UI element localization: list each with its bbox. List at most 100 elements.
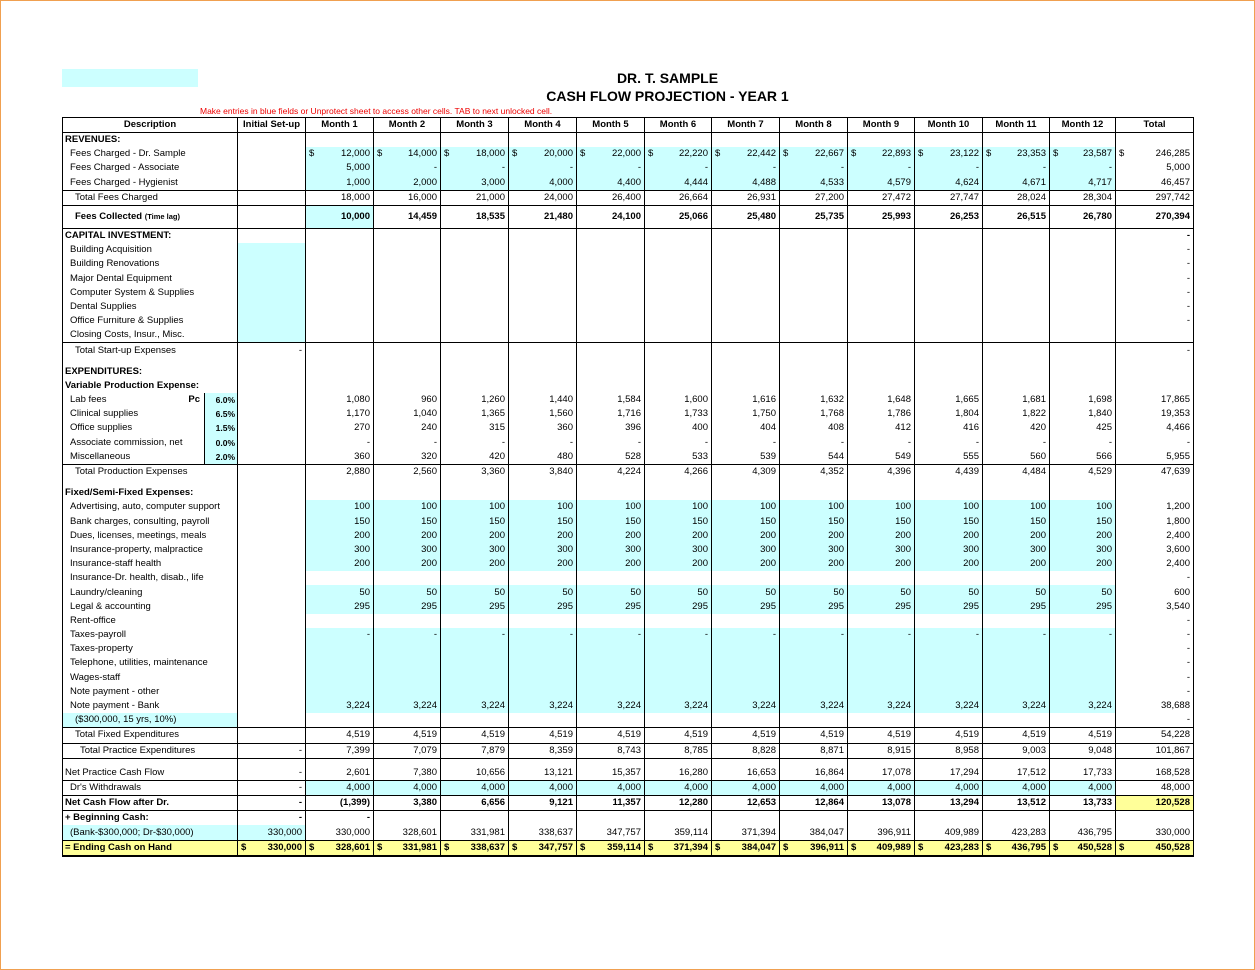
month-cell[interactable]: 1,000	[305, 175, 374, 191]
month-cell[interactable]: -	[576, 628, 645, 643]
month-cell[interactable]: 200	[982, 557, 1050, 572]
month-cell[interactable]: 200	[305, 528, 374, 543]
month-cell[interactable]	[440, 670, 509, 685]
month-cell[interactable]: $22,000	[576, 147, 645, 162]
month-cell[interactable]: 50	[373, 585, 441, 600]
month-cell[interactable]	[1049, 670, 1116, 685]
percent-input[interactable]: 6.0%	[204, 393, 237, 408]
month-cell[interactable]: -	[644, 628, 712, 643]
month-cell[interactable]: -	[440, 161, 509, 176]
month-cell[interactable]: 200	[644, 528, 712, 543]
month-cell[interactable]: 200	[779, 557, 848, 572]
month-cell[interactable]	[779, 684, 848, 699]
month-cell[interactable]: 200	[711, 557, 780, 572]
month-cell[interactable]: 100	[711, 500, 780, 515]
month-cell[interactable]	[644, 670, 712, 685]
month-cell[interactable]: 300	[711, 542, 780, 558]
month-cell[interactable]: 200	[847, 528, 915, 543]
input-cell-blue[interactable]	[62, 69, 198, 87]
month-cell[interactable]: 200	[305, 557, 374, 572]
month-cell[interactable]	[576, 684, 645, 699]
month-cell[interactable]	[779, 642, 848, 657]
month-cell[interactable]: 3,224	[1049, 698, 1116, 714]
month-cell[interactable]: 150	[305, 514, 374, 529]
month-cell[interactable]: 300	[1049, 542, 1116, 558]
month-cell[interactable]: 200	[779, 528, 848, 543]
month-cell[interactable]: 295	[576, 599, 645, 614]
month-cell[interactable]: 200	[373, 528, 441, 543]
month-cell[interactable]: 295	[982, 599, 1050, 614]
month-cell[interactable]: $22,220	[644, 147, 712, 162]
month-cell[interactable]: 50	[576, 585, 645, 600]
month-cell[interactable]: 150	[1049, 514, 1116, 529]
month-cell[interactable]: 100	[373, 500, 441, 515]
initial-cell[interactable]	[237, 328, 306, 343]
month-cell[interactable]: 295	[1049, 599, 1116, 614]
month-cell[interactable]: 50	[508, 585, 577, 600]
month-cell[interactable]: 200	[644, 557, 712, 572]
month-cell[interactable]: 300	[644, 542, 712, 558]
month-cell[interactable]: $23,587	[1049, 147, 1116, 162]
month-cell[interactable]: 50	[711, 585, 780, 600]
month-cell[interactable]	[508, 642, 577, 657]
month-cell[interactable]: 300	[373, 542, 441, 558]
month-cell[interactable]: 4,000	[982, 779, 1050, 796]
month-cell[interactable]: 200	[982, 528, 1050, 543]
month-cell[interactable]: 4,624	[914, 175, 983, 191]
month-cell[interactable]: 4,000	[508, 175, 577, 191]
month-cell[interactable]: 5,000	[305, 161, 374, 176]
month-cell[interactable]: 300	[305, 542, 374, 558]
month-cell[interactable]: -	[711, 161, 780, 176]
month-cell[interactable]: -	[1049, 628, 1116, 643]
initial-cell[interactable]	[237, 285, 306, 300]
month-cell[interactable]	[914, 670, 983, 685]
month-cell[interactable]: 295	[914, 599, 983, 614]
month-cell[interactable]: $22,893	[847, 147, 915, 162]
month-cell[interactable]: 3,224	[914, 698, 983, 714]
month-cell[interactable]: 150	[440, 514, 509, 529]
month-cell[interactable]: 4,000	[576, 779, 645, 796]
month-cell[interactable]: $23,353	[982, 147, 1050, 162]
month-cell[interactable]: 200	[711, 528, 780, 543]
month-cell[interactable]	[982, 670, 1050, 685]
month-cell[interactable]: 200	[914, 528, 983, 543]
month-cell[interactable]: 295	[508, 599, 577, 614]
month-cell[interactable]: 100	[779, 500, 848, 515]
month-cell[interactable]: 200	[1049, 557, 1116, 572]
month-cell[interactable]: 100	[1049, 500, 1116, 515]
month-cell[interactable]: 100	[644, 500, 712, 515]
month-cell[interactable]: $23,122	[914, 147, 983, 162]
month-cell[interactable]: 4,444	[644, 175, 712, 191]
month-cell[interactable]	[982, 642, 1050, 657]
month-cell[interactable]: 50	[644, 585, 712, 600]
month-cell[interactable]	[779, 670, 848, 685]
month-cell[interactable]: $14,000	[373, 147, 441, 162]
month-cell[interactable]: 200	[440, 557, 509, 572]
month-cell[interactable]: -	[576, 161, 645, 176]
month-cell[interactable]: 200	[576, 557, 645, 572]
month-cell[interactable]: 295	[373, 599, 441, 614]
month-cell[interactable]: 3,224	[779, 698, 848, 714]
month-cell[interactable]	[847, 656, 915, 671]
month-cell[interactable]	[982, 684, 1050, 699]
month-cell[interactable]: $20,000	[508, 147, 577, 162]
month-cell[interactable]: 300	[779, 542, 848, 558]
month-cell[interactable]: 3,000	[440, 175, 509, 191]
month-cell[interactable]: 4,000	[1049, 779, 1116, 796]
month-cell[interactable]: 150	[914, 514, 983, 529]
month-cell[interactable]: 200	[914, 557, 983, 572]
month-cell[interactable]	[440, 684, 509, 699]
month-cell[interactable]	[644, 642, 712, 657]
month-cell[interactable]: 3,224	[644, 698, 712, 714]
month-cell[interactable]	[508, 684, 577, 699]
month-cell[interactable]: 200	[576, 528, 645, 543]
month-cell[interactable]	[711, 670, 780, 685]
month-cell[interactable]: 100	[305, 500, 374, 515]
initial-cell[interactable]	[237, 314, 306, 329]
month-cell[interactable]: 295	[779, 599, 848, 614]
month-cell[interactable]: 300	[982, 542, 1050, 558]
initial-cell[interactable]: 330,000	[237, 825, 306, 841]
month-cell[interactable]: 200	[508, 557, 577, 572]
month-cell[interactable]	[711, 684, 780, 699]
month-cell[interactable]: 4,000	[508, 779, 577, 796]
